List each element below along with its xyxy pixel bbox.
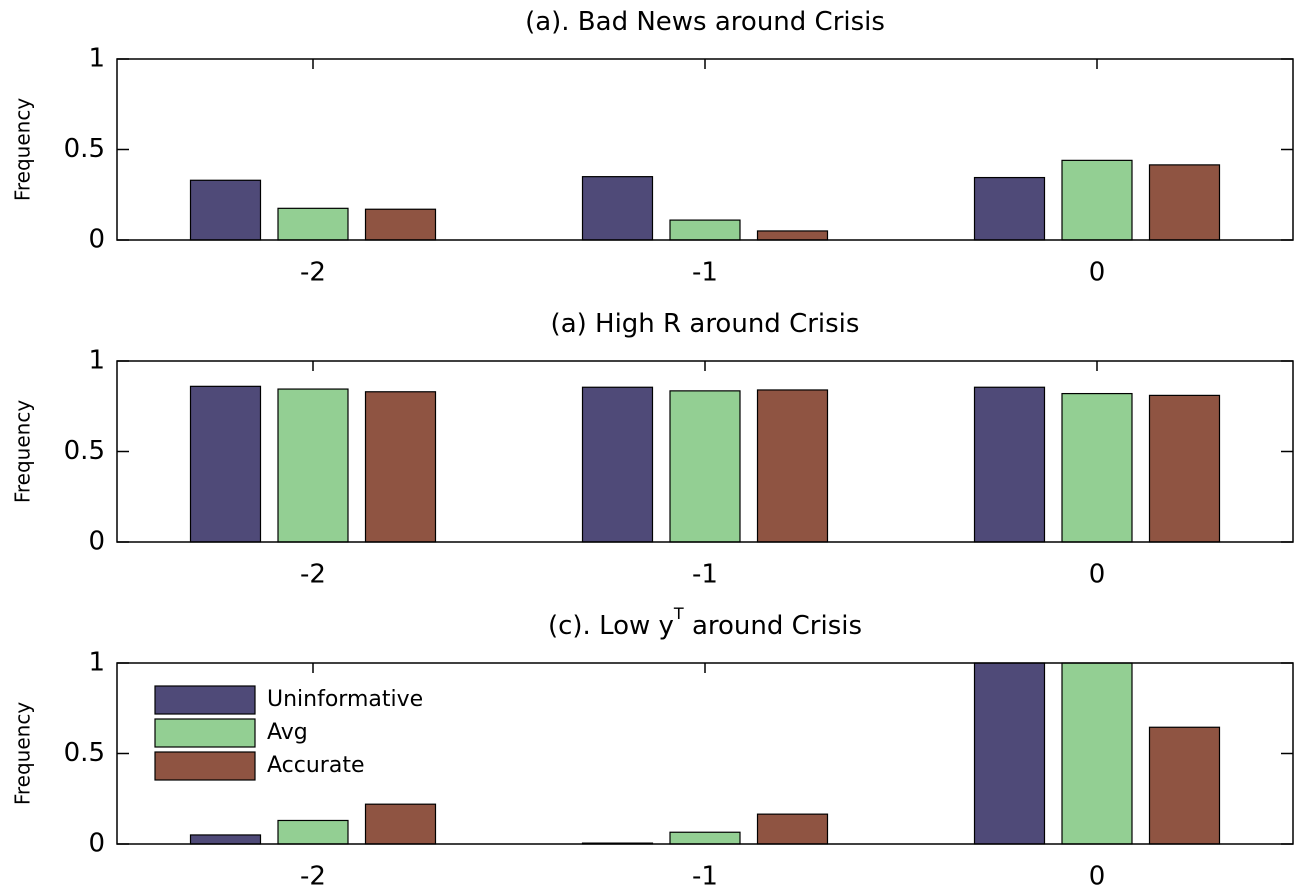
bar [1061, 392, 1133, 543]
y-tick-label: 0 [88, 225, 105, 255]
title-text: (a) High R around Crisis [551, 309, 860, 339]
title-superscript: T [673, 604, 684, 623]
y-axis-label: Frequency [11, 98, 35, 201]
bar [756, 389, 829, 543]
bar [581, 176, 654, 241]
title-text: (c). Low y [548, 611, 674, 641]
y-tick-label: 1 [88, 44, 105, 74]
bar [277, 207, 349, 241]
bar [1061, 159, 1133, 241]
bar [364, 803, 437, 845]
bar [189, 385, 262, 543]
x-tick-label: -2 [300, 862, 326, 890]
y-tick-label: 1 [88, 648, 105, 678]
y-axis-label: Frequency [11, 702, 35, 805]
bar [756, 813, 829, 845]
x-tick-label: -1 [692, 862, 718, 890]
bar [189, 834, 262, 845]
legend-swatch [154, 751, 256, 781]
bar [277, 388, 349, 543]
bar [1061, 662, 1133, 845]
y-tick-label: 1 [88, 346, 105, 376]
bar [756, 230, 829, 241]
legend-label: Avg [267, 720, 308, 745]
bar [277, 819, 349, 845]
chart-title: (c). Low yT around Crisis [548, 604, 862, 641]
x-tick-label: 0 [1089, 560, 1106, 590]
bar [669, 831, 741, 845]
legend-swatch [154, 718, 256, 748]
x-tick-label: -2 [300, 258, 326, 288]
axes-box [116, 662, 1294, 845]
y-tick-label: 0.5 [64, 134, 105, 164]
x-tick-label: -1 [692, 560, 718, 590]
y-axis-label: Frequency [11, 400, 35, 503]
title-text: (a). Bad News around Crisis [525, 7, 885, 37]
y-tick-label: 0 [88, 527, 105, 557]
legend-swatch [154, 685, 256, 715]
title-text: around Crisis [684, 611, 862, 641]
y-tick-label: 0 [88, 829, 105, 859]
bar [1148, 164, 1221, 241]
chart-title: (a). Bad News around Crisis [525, 7, 885, 37]
x-tick-label: 0 [1089, 862, 1106, 890]
bar [581, 386, 654, 543]
axes-box [116, 58, 1294, 241]
legend-label: Uninformative [267, 687, 423, 712]
bar [364, 391, 437, 543]
y-tick-label: 0.5 [64, 436, 105, 466]
legend-label: Accurate [267, 753, 365, 778]
bar [669, 390, 741, 543]
x-tick-label: -2 [300, 560, 326, 590]
bar [1148, 394, 1221, 543]
x-tick-label: 0 [1089, 258, 1106, 288]
bar [1148, 726, 1221, 845]
x-tick-label: -1 [692, 258, 718, 288]
bar [189, 179, 262, 241]
bar [973, 662, 1046, 845]
bar [973, 176, 1046, 241]
y-tick-label: 0.5 [64, 738, 105, 768]
chart-title: (a) High R around Crisis [551, 309, 860, 339]
bar [364, 208, 437, 241]
bar [669, 219, 741, 241]
bar [973, 386, 1046, 543]
axes-box [116, 360, 1294, 543]
